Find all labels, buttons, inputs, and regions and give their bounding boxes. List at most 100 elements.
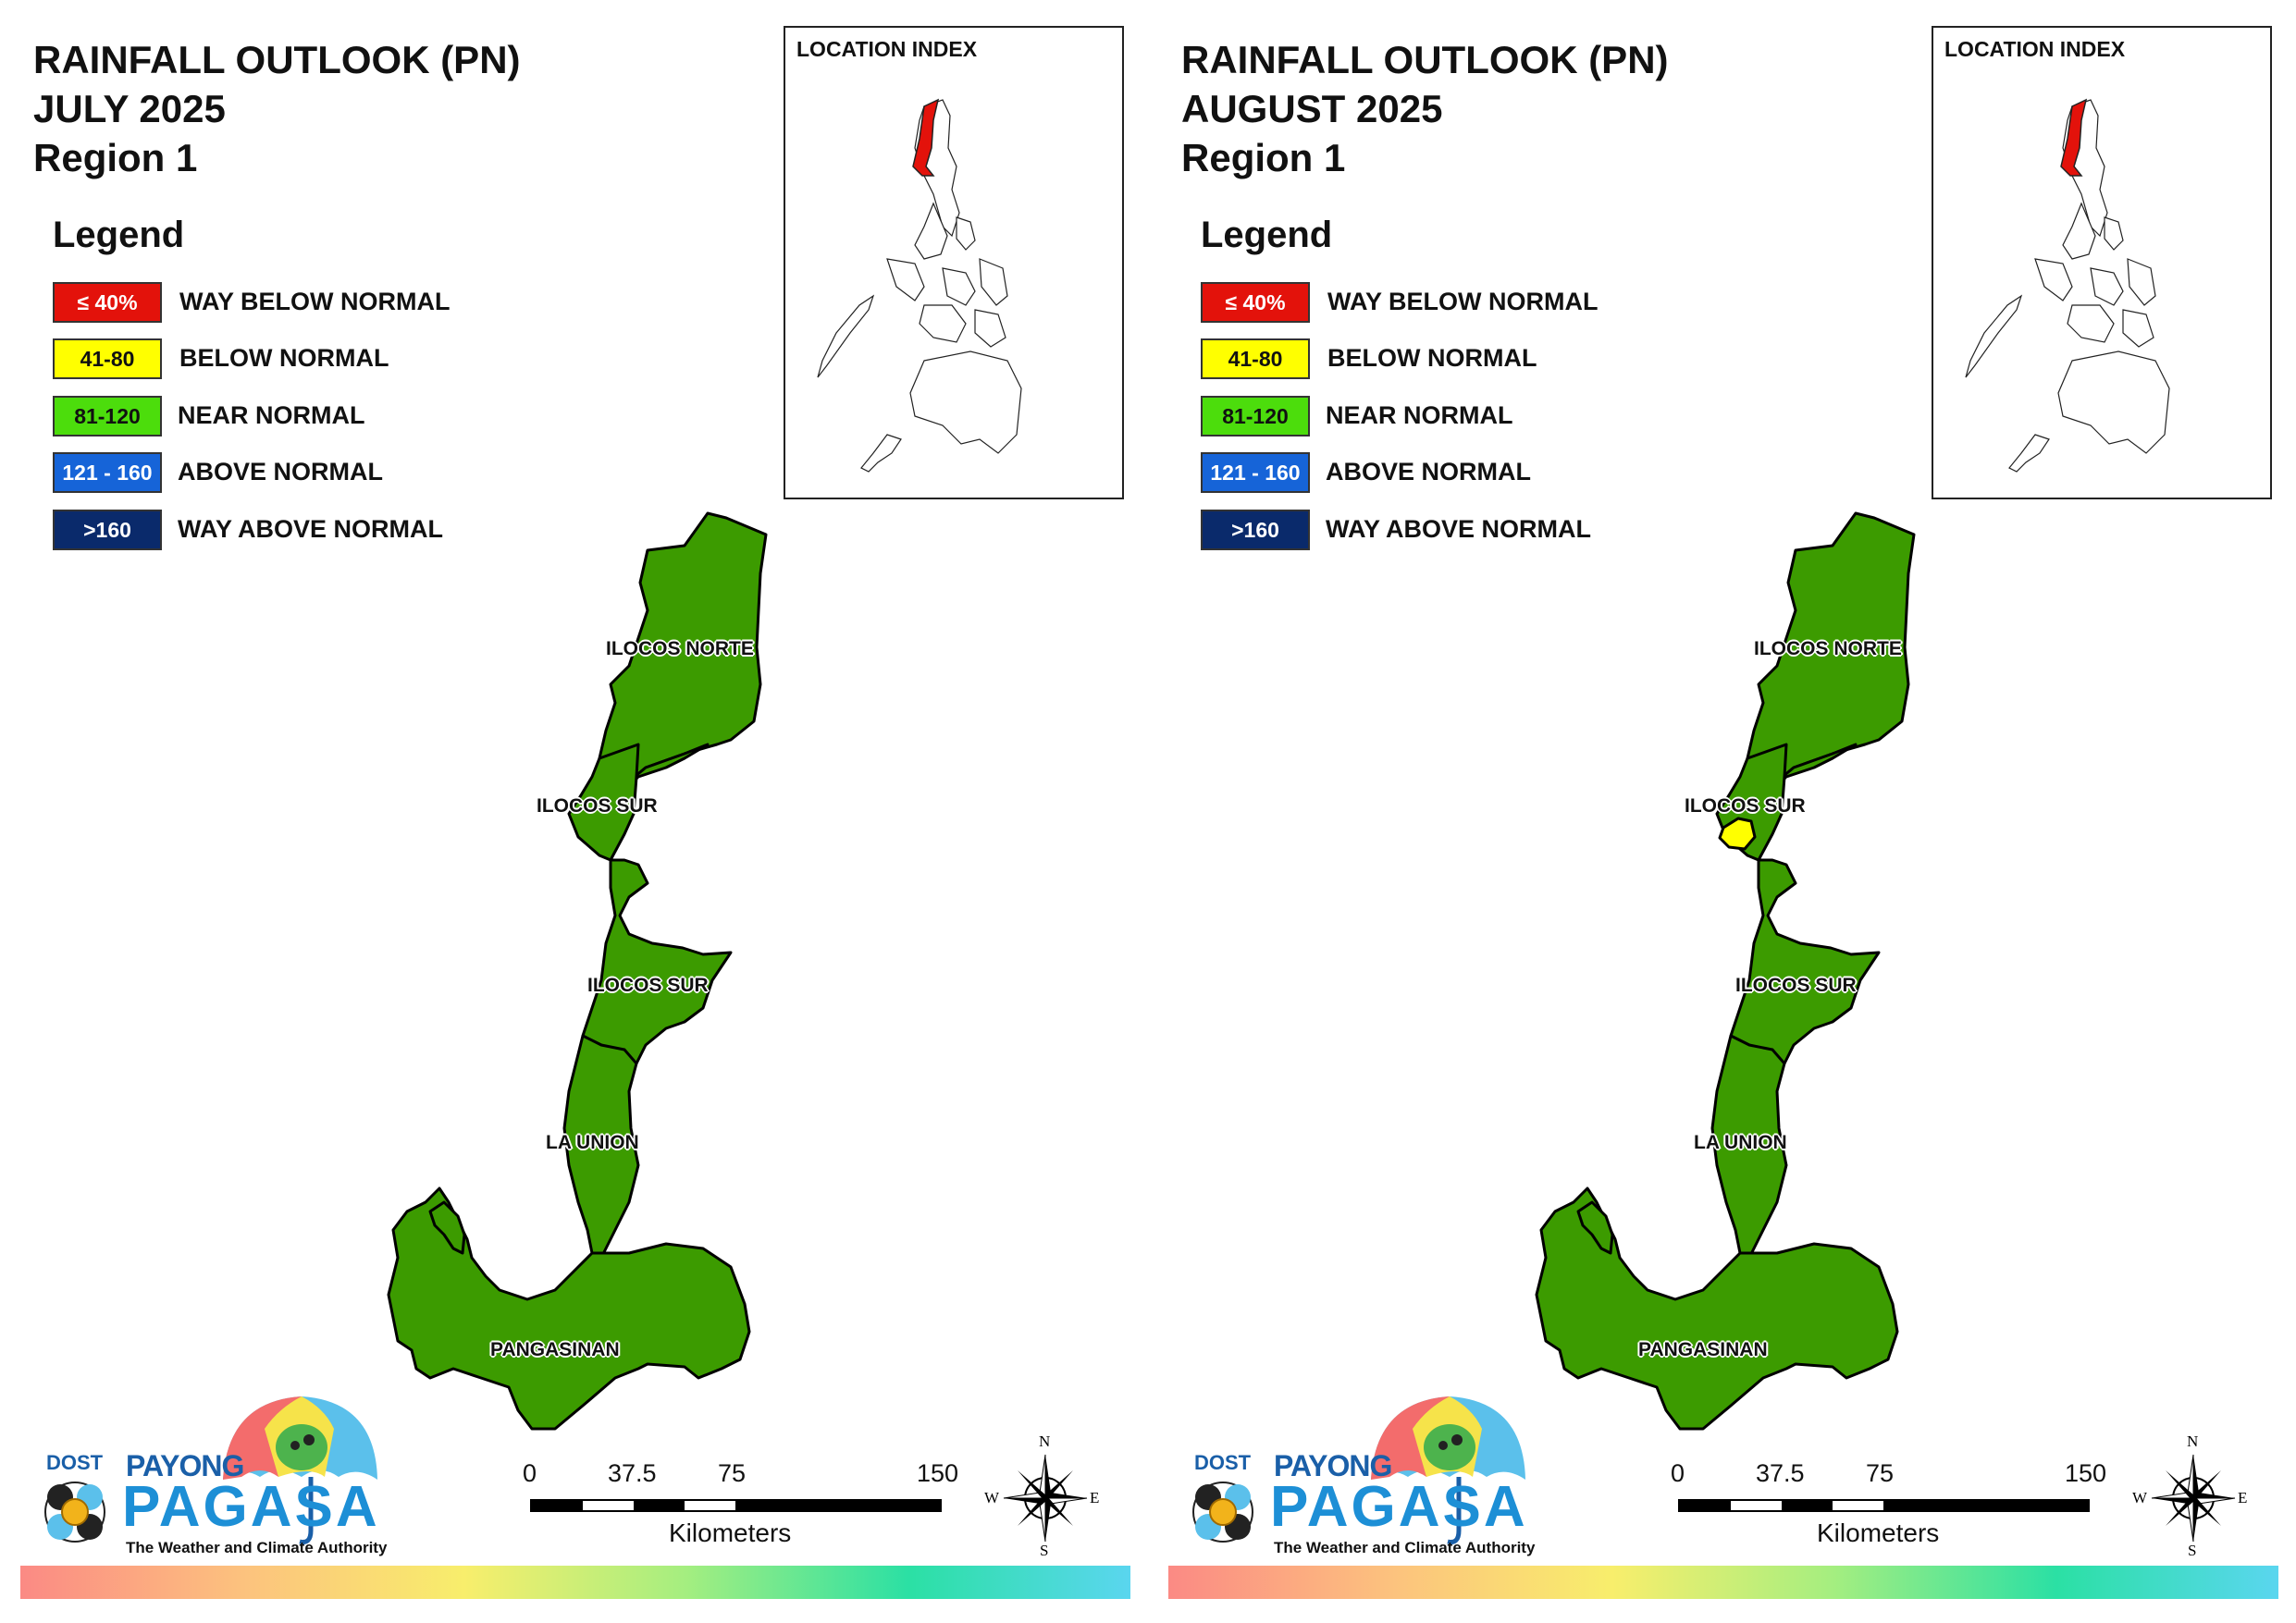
compass-n: N [1039, 1432, 1051, 1450]
map-title-region: Region 1 [33, 136, 198, 179]
map-title-month: JULY 2025 [33, 87, 226, 130]
region1-map [387, 511, 768, 1431]
scale-unit: Kilometers [1817, 1518, 1940, 1547]
legend-swatch: 81-120 [1201, 396, 1310, 436]
scale-tick: 150 [2065, 1459, 2107, 1487]
legend-swatch: ≤ 40% [53, 282, 162, 323]
la-union-shape [562, 1034, 640, 1260]
umbrella-logo-icon [1192, 1396, 1525, 1544]
legend-swatch: >160 [53, 510, 162, 550]
logo-pagasa: PAGASA [1270, 1475, 1528, 1539]
scale-bar: 0 37.5 75 150 Kilometers [523, 1459, 958, 1552]
outlook-panel-july: RAINFALL OUTLOOK (PN) JULY 2025 Region 1… [20, 26, 1130, 1599]
label-ilocos-sur-south: ILOCOS SUR [587, 975, 709, 996]
legend-label: WAY BELOW NORMAL [1327, 288, 1599, 315]
legend-label: BELOW NORMAL [179, 344, 389, 372]
compass-w: W [2132, 1489, 2148, 1506]
outlook-panel-august: RAINFALL OUTLOOK (PN) AUGUST 2025 Region… [1148, 0, 2296, 1623]
scale-tick: 0 [523, 1459, 537, 1487]
location-index-map: LOCATION INDEX [1932, 26, 2272, 499]
logo-pagasa: PAGASA [122, 1475, 380, 1539]
legend-label: NEAR NORMAL [178, 401, 365, 429]
la-union-shape [1710, 1034, 1788, 1260]
compass-rose-icon [1003, 1454, 1088, 1543]
scale-graduation [530, 1499, 942, 1512]
logo-payong: PAYONG [126, 1449, 244, 1482]
legend-swatch: 41-80 [53, 338, 162, 379]
region1-highlight [2060, 98, 2088, 177]
compass-e: E [1090, 1489, 1100, 1506]
region1-highlight [912, 98, 940, 177]
scale-tick: 75 [718, 1459, 747, 1487]
payong-pagasa-logo: DOST PAYONG PAGASA The Weather and Clima… [1181, 1392, 1551, 1563]
map-title-region: Region 1 [1181, 136, 1346, 179]
legend-swatch: 121 - 160 [1201, 452, 1310, 493]
location-index-title: LOCATION INDEX [1944, 37, 2126, 61]
label-ilocos-sur-north: ILOCOS SUR [537, 795, 658, 817]
map-title: RAINFALL OUTLOOK (PN) AUGUST 2025 Region… [1181, 35, 1669, 182]
ilocos-sur-shape-2 [581, 858, 733, 1065]
scale-graduation [1678, 1499, 2090, 1512]
compass-s: S [1040, 1542, 1049, 1559]
scale-tick: 37.5 [608, 1459, 657, 1487]
pangasinan-shape [387, 1187, 751, 1431]
below-normal-patch [1718, 817, 1757, 851]
legend-label: ABOVE NORMAL [1326, 458, 1531, 486]
logo-payong: PAYONG [1274, 1449, 1392, 1482]
map-title-month: AUGUST 2025 [1181, 87, 1443, 130]
scale-tick: 37.5 [1756, 1459, 1805, 1487]
ilocos-sur-shape-2 [1729, 858, 1881, 1065]
map-title-line1: RAINFALL OUTLOOK (PN) [1181, 38, 1669, 81]
label-ilocos-norte: ILOCOS NORTE [606, 638, 754, 659]
legend-label: BELOW NORMAL [1327, 344, 1537, 372]
location-index-map: LOCATION INDEX [784, 26, 1124, 499]
legend-label: WAY BELOW NORMAL [179, 288, 451, 315]
compass-n: N [2187, 1432, 2199, 1450]
compass-s: S [2188, 1542, 2197, 1559]
legend-swatch: 121 - 160 [53, 452, 162, 493]
legend-label: WAY ABOVE NORMAL [178, 515, 444, 543]
legend-swatch: ≤ 40% [1201, 282, 1310, 323]
legend-label: WAY ABOVE NORMAL [1326, 515, 1592, 543]
scale-tick: 75 [1866, 1459, 1895, 1487]
legend-swatch: >160 [1201, 510, 1310, 550]
ilocos-sur-shape-1 [567, 743, 640, 862]
logo-dost: DOST [46, 1451, 104, 1474]
scale-unit: Kilometers [669, 1518, 792, 1547]
legend-swatch: 41-80 [1201, 338, 1310, 379]
label-pangasinan: PANGASINAN [1638, 1339, 1768, 1360]
payong-pagasa-logo: DOST PAYONG PAGASA The Weather and Clima… [33, 1392, 403, 1563]
legend-label: ABOVE NORMAL [178, 458, 383, 486]
label-la-union: LA UNION [1694, 1132, 1787, 1153]
scale-bar: 0 37.5 75 150 Kilometers [1671, 1459, 2107, 1552]
north-arrow-compass: N S E W [984, 1432, 1101, 1559]
label-ilocos-norte: ILOCOS NORTE [1754, 638, 1902, 659]
label-ilocos-sur-north: ILOCOS SUR [1685, 795, 1806, 817]
compass-w: W [984, 1489, 1000, 1506]
location-index-title: LOCATION INDEX [796, 37, 978, 61]
legend-title: Legend [53, 215, 185, 255]
pangasinan-shape [1535, 1187, 1899, 1431]
philippines-outline [817, 98, 1022, 473]
logo-dost: DOST [1194, 1451, 1252, 1474]
region1-map [1535, 511, 1916, 1431]
color-gradient-strip [20, 1566, 1130, 1599]
legend-label: NEAR NORMAL [1326, 401, 1513, 429]
compass-rose-icon [2151, 1454, 2236, 1543]
label-ilocos-sur-south: ILOCOS SUR [1735, 975, 1857, 996]
logo-tagline: The Weather and Climate Authority [1274, 1539, 1536, 1556]
north-arrow-compass: N S E W [2132, 1432, 2249, 1559]
label-pangasinan: PANGASINAN [490, 1339, 620, 1360]
scale-tick: 0 [1671, 1459, 1685, 1487]
compass-e: E [2238, 1489, 2248, 1506]
map-title: RAINFALL OUTLOOK (PN) JULY 2025 Region 1 [33, 35, 521, 182]
color-gradient-strip [1168, 1566, 2278, 1599]
pangasinan-peninsula-shape [1576, 1200, 1614, 1255]
logo-tagline: The Weather and Climate Authority [126, 1539, 388, 1556]
map-title-line1: RAINFALL OUTLOOK (PN) [33, 38, 521, 81]
umbrella-logo-icon [44, 1396, 377, 1544]
legend-swatch: 81-120 [53, 396, 162, 436]
philippines-outline [1965, 98, 2170, 473]
legend-title: Legend [1201, 215, 1333, 255]
label-la-union: LA UNION [546, 1132, 639, 1153]
